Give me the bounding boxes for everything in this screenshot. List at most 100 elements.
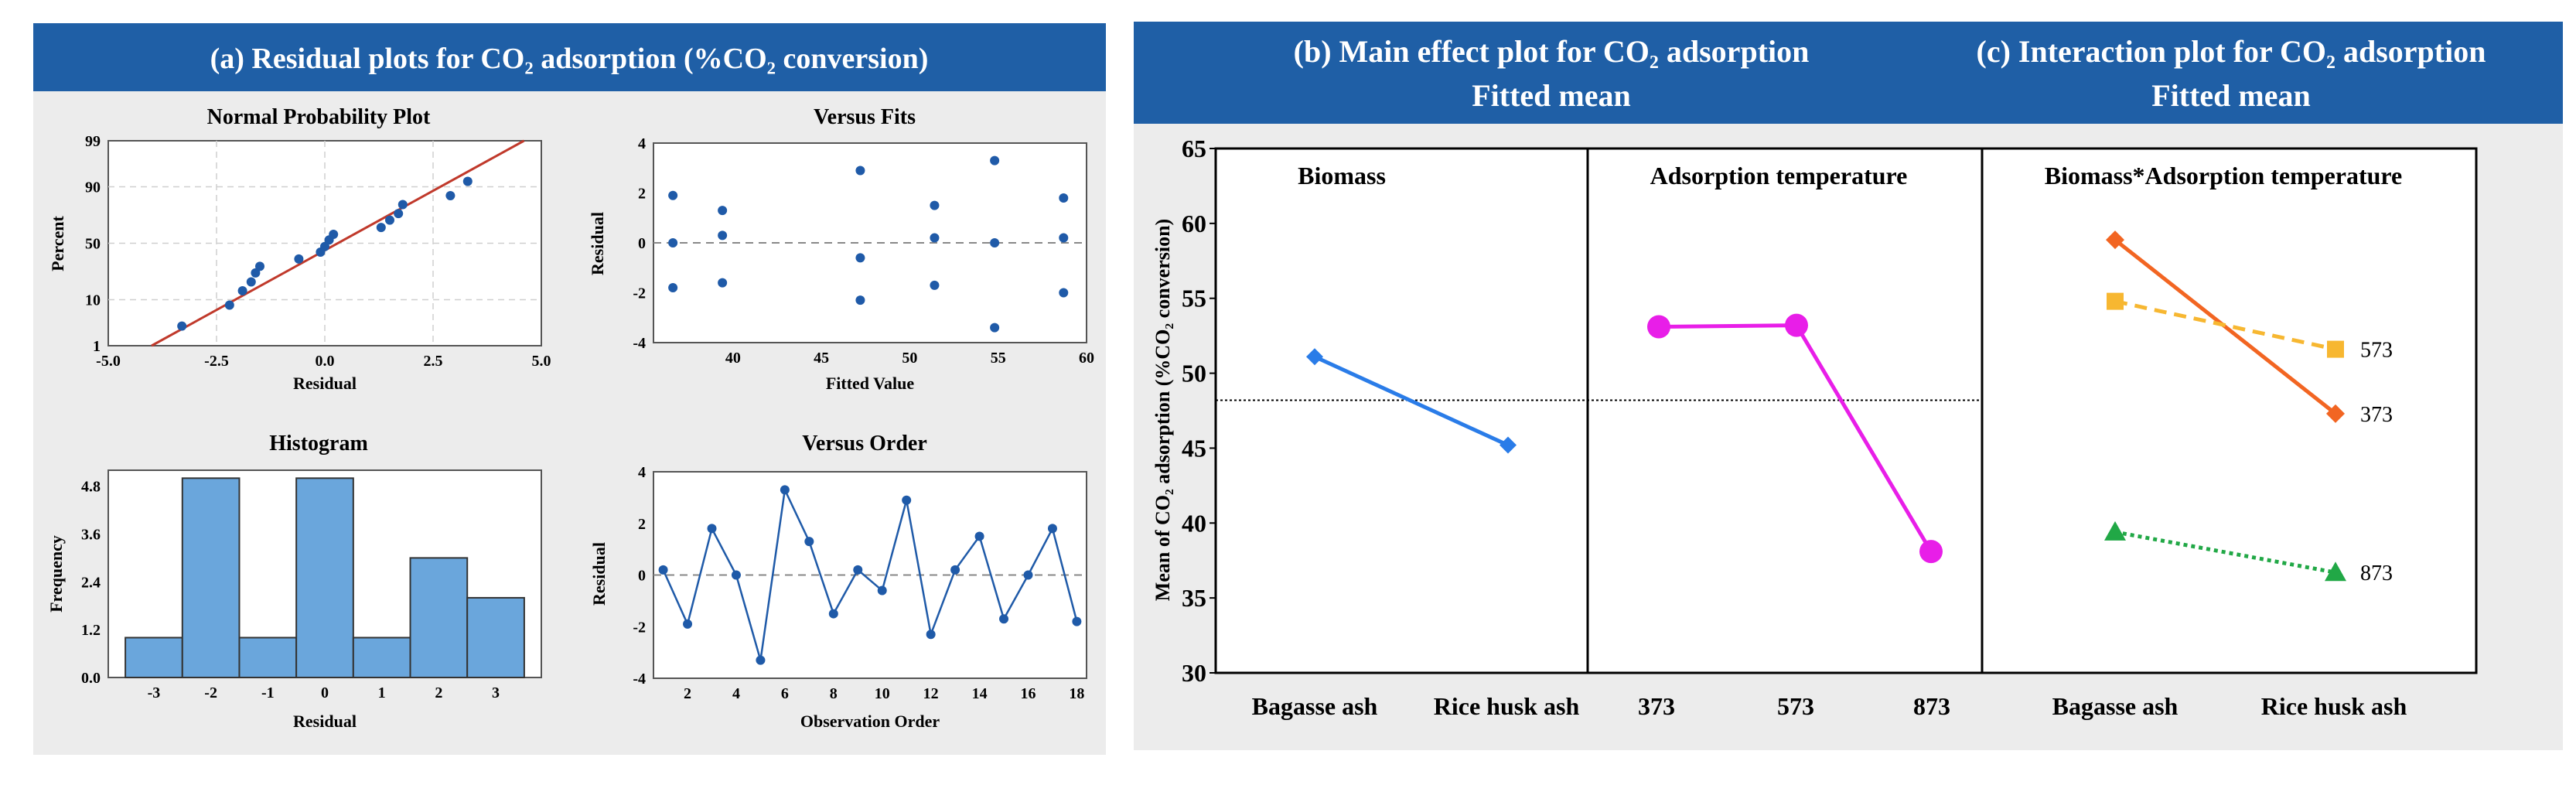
normal-prob-point <box>445 190 455 200</box>
normal-prob-ytick: 10 <box>85 292 101 309</box>
interaction-marker-373 <box>2326 404 2345 423</box>
main-effect-ylabel: Mean of CO₂ adsorption (%CO₂ conversion) <box>1152 219 1174 601</box>
interaction-subtitle: Biomass*Adsorption temperature <box>2045 162 2403 189</box>
normal-prob-plot: Normal Probability Plot -5.0 -2.5 0.0 2.5 5.… <box>48 105 551 393</box>
biomass-effect-marker <box>1500 436 1517 454</box>
normal-prob-xlabel: Residual <box>293 374 357 393</box>
versus-fits-point <box>990 155 1000 166</box>
main-effect-xlabels: Bagasse ash Rice husk ash 373 573 873 Bagasse… <box>1252 692 2407 720</box>
normal-prob-point <box>246 277 256 287</box>
versus-order-point <box>974 531 984 541</box>
histogram-ylabel: Frequency <box>46 535 66 613</box>
panels-b-c: (b) Main effect plot for CO₂ adsorption … <box>1134 22 2563 750</box>
histogram-bar <box>409 557 469 679</box>
versus-fits-xlabel: Fitted Value <box>826 374 915 393</box>
normal-prob-fit-line <box>151 139 525 347</box>
normal-prob-point <box>329 230 339 240</box>
normal-prob-ytick: 99 <box>85 133 101 150</box>
versus-order-point <box>828 609 838 619</box>
biomass-xlabel: Rice husk ash <box>1434 692 1580 720</box>
versus-order-point <box>853 565 863 575</box>
normal-prob-ticks: -5.0 -2.5 0.0 2.5 5.0 1 10 50 90 99 <box>85 133 551 370</box>
interaction-series-label: 373 <box>2360 403 2393 427</box>
versus-fits-point <box>855 253 865 263</box>
versus-order-point <box>1047 524 1057 534</box>
panel-b-header-line2: Fitted mean <box>1472 78 1631 113</box>
versus-fits-xtick: 50 <box>902 350 917 367</box>
versus-fits-point <box>718 278 728 288</box>
histogram-xtick: 3 <box>492 684 500 701</box>
normal-prob-ytick: 50 <box>85 236 101 253</box>
versus-order-point <box>731 570 741 580</box>
versus-order-point <box>804 537 814 547</box>
histogram-ytick: 4.8 <box>81 479 101 496</box>
interaction-line-373 <box>2114 238 2337 415</box>
versus-fits-points <box>668 155 1069 333</box>
versus-fits-ytick: -4 <box>633 335 646 352</box>
versus-fits-ytick: -2 <box>633 285 646 302</box>
normal-prob-xtick: 5.0 <box>532 353 551 370</box>
histogram-ytick: 3.6 <box>81 526 101 543</box>
versus-order-plot: Versus Order 2 4 6 8 10 12 14 16 18 -4 -2 0 2 4 Obser… <box>589 432 1087 731</box>
versus-fits-point <box>718 206 728 216</box>
interaction-line-573 <box>2114 299 2336 352</box>
histogram-bar <box>125 637 183 679</box>
versus-fits-ytick: 4 <box>638 135 646 152</box>
versus-fits-ytick: 2 <box>638 186 646 203</box>
histogram-ytick: 2.4 <box>81 574 101 591</box>
histogram-xtick: 1 <box>378 684 386 701</box>
normal-prob-xtick: 2.5 <box>424 353 443 370</box>
biomass-effect-line <box>1313 354 1510 447</box>
histogram-title: Histogram <box>269 432 368 456</box>
versus-fits-xtick: 55 <box>991 350 1006 367</box>
versus-fits-point <box>1059 233 1069 243</box>
main-effect-ytick: 45 <box>1182 434 1206 462</box>
main-effect-ytick: 40 <box>1182 509 1206 537</box>
temperature-effect-marker <box>1647 315 1670 339</box>
histogram-plot: Histogram -3 -2 -1 0 1 2 3 0.0 1.2 2.4 3.6 4.8 Resi… <box>46 432 542 731</box>
normal-prob-point <box>177 321 187 331</box>
versus-order-xtick: 4 <box>732 685 740 702</box>
panel-a-header-text: (a) Residual plots for CO₂ adsorption (%… <box>210 43 929 75</box>
versus-order-ticks: 2 4 6 8 10 12 14 16 18 -4 -2 0 2 4 <box>633 464 1084 702</box>
panels-bc-header <box>1134 22 2563 124</box>
biomass-xlabel: Bagasse ash <box>1252 692 1378 720</box>
versus-order-point <box>1023 570 1033 580</box>
versus-fits-plot: Versus Fits 40 45 50 55 60 -4 -2 0 2 4 Fitted Val… <box>588 105 1094 393</box>
histogram-bar <box>238 637 298 679</box>
normal-prob-point <box>394 209 404 219</box>
normal-prob-point <box>462 176 473 186</box>
versus-fits-point <box>930 233 940 243</box>
main-effect-ytick: 55 <box>1182 285 1206 312</box>
histogram-bar <box>181 477 241 678</box>
histogram-xtick: -2 <box>204 684 217 701</box>
versus-order-xtick: 16 <box>1020 685 1036 702</box>
interaction-line-873 <box>2114 530 2336 575</box>
versus-fits-point <box>668 283 678 293</box>
versus-fits-point <box>668 190 678 200</box>
normal-prob-point <box>237 286 247 296</box>
versus-order-point <box>926 630 936 640</box>
histogram-bar <box>466 596 525 679</box>
versus-order-ytick: -2 <box>633 619 646 636</box>
versus-order-point <box>950 565 960 575</box>
normal-prob-xtick: -2.5 <box>204 353 229 370</box>
main-effect-yticks: 30 35 40 45 50 55 60 65 <box>1182 135 1216 687</box>
versus-order-line <box>662 486 1078 660</box>
versus-fits-point <box>930 200 940 210</box>
panel-a: (a) Residual plots for CO₂ adsorption (%… <box>33 23 1106 755</box>
main-effect-ytick: 60 <box>1182 210 1206 237</box>
versus-fits-point <box>990 238 1000 247</box>
versus-order-ytick: 4 <box>638 464 646 481</box>
versus-fits-ytick: 0 <box>638 235 646 252</box>
biomass-effect-marker <box>1306 348 1323 366</box>
versus-order-point <box>707 524 717 534</box>
versus-order-xlabel: Observation Order <box>800 712 940 731</box>
panel-c-header-line2: Fitted mean <box>2151 78 2311 113</box>
histogram-xtick: 0 <box>321 684 329 701</box>
versus-order-ylabel: Residual <box>589 542 609 606</box>
normal-prob-points <box>177 176 473 331</box>
versus-order-title: Versus Order <box>802 432 927 456</box>
versus-order-xtick: 2 <box>684 685 691 702</box>
